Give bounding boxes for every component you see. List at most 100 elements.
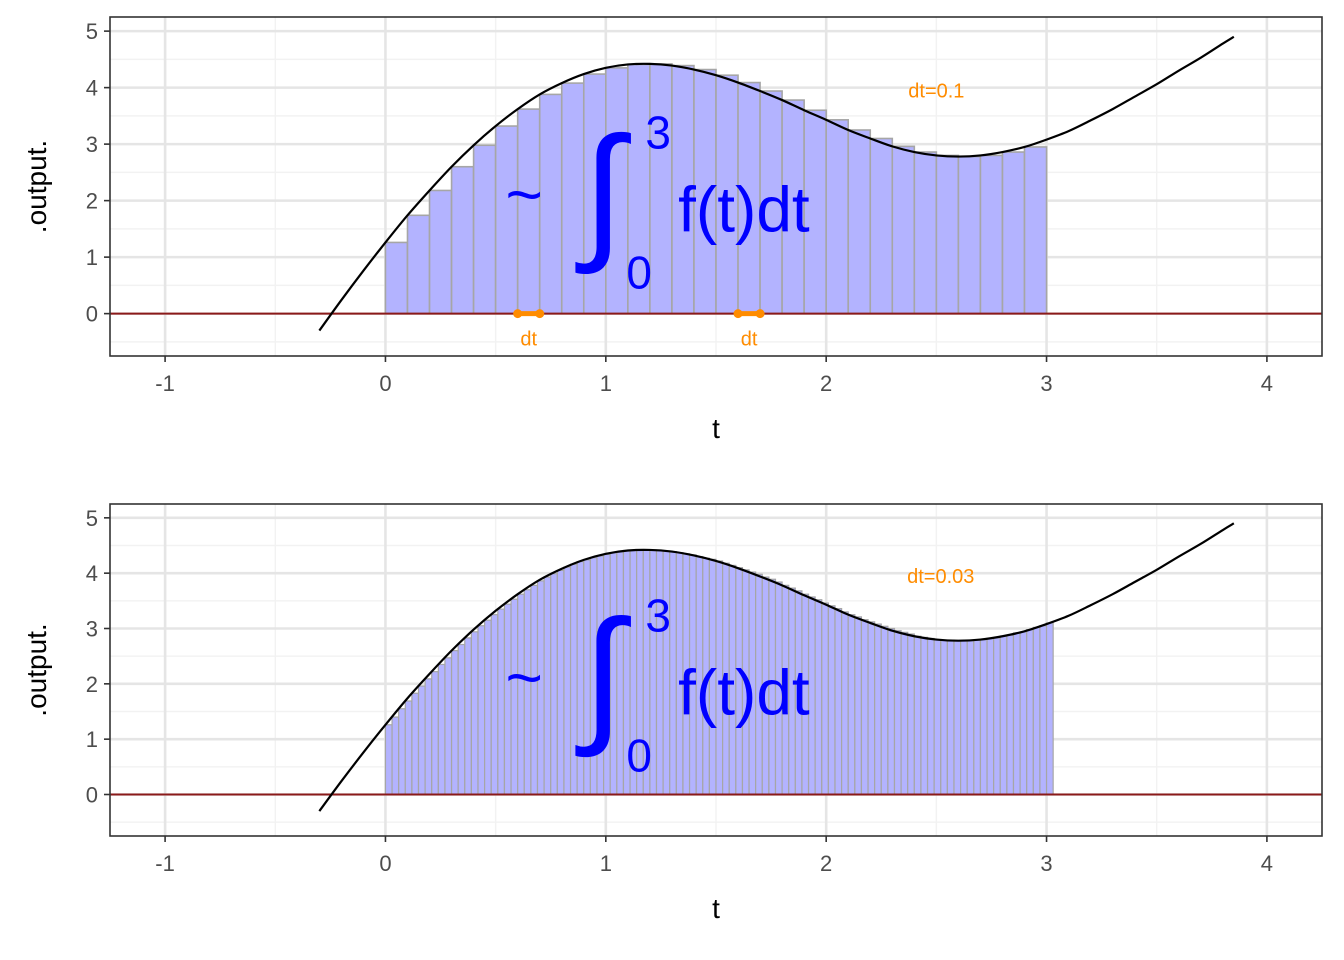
riemann-bar	[655, 549, 664, 796]
x-tick-label: 2	[820, 851, 832, 876]
x-tick-label: 2	[820, 371, 832, 396]
formula-upper-limit: 3	[645, 106, 671, 158]
y-tick-label: 0	[86, 783, 98, 808]
x-tick-label: -1	[155, 851, 175, 876]
riemann-bar	[411, 692, 420, 796]
formula-lower-limit: 0	[626, 246, 652, 298]
riemann-bar	[444, 657, 453, 796]
function-curve	[318, 35, 1235, 332]
riemann-bar	[847, 129, 872, 315]
riemann-bar	[920, 636, 929, 796]
riemann-bar	[417, 685, 426, 796]
riemann-bar	[669, 550, 677, 796]
riemann-bar	[946, 639, 955, 796]
dt-marker-label: dt	[741, 329, 758, 351]
riemann-bars	[384, 549, 1054, 796]
dt-marker-end	[755, 309, 765, 319]
riemann-bar	[1001, 151, 1026, 315]
riemann-bar	[880, 625, 889, 796]
function-curve	[318, 522, 1235, 812]
riemann-bar	[867, 621, 876, 796]
y-axis-title: .output.	[21, 623, 52, 716]
riemann-bar	[1006, 634, 1015, 796]
y-tick-label: 0	[86, 302, 98, 327]
y-tick-label: 4	[86, 76, 98, 101]
riemann-bar	[1019, 631, 1028, 796]
panel-border	[109, 503, 1323, 837]
riemann-bar	[834, 607, 843, 796]
riemann-bar	[821, 602, 829, 796]
riemann-bar	[999, 635, 1008, 796]
riemann-bar	[841, 611, 849, 796]
riemann-bar	[538, 93, 563, 315]
riemann-bar	[847, 614, 856, 796]
y-tick-label: 1	[86, 727, 98, 752]
riemann-bar	[913, 635, 922, 796]
riemann-bar	[986, 637, 995, 796]
riemann-bar	[450, 650, 459, 796]
x-tick-label: 1	[600, 371, 612, 396]
y-tick-label: 2	[86, 672, 98, 697]
riemann-bar	[472, 144, 497, 315]
x-tick-label: 0	[379, 371, 391, 396]
x-tick-label: 0	[379, 851, 391, 876]
riemann-bar	[973, 639, 982, 796]
y-tick-label: 3	[86, 132, 98, 157]
x-axis-title: t	[712, 893, 720, 924]
y-tick-label: 3	[86, 617, 98, 642]
riemann-bar	[957, 155, 982, 315]
riemann-bar	[933, 638, 942, 796]
riemann-bar	[1032, 626, 1041, 796]
dt-marker-start	[513, 309, 523, 319]
dt-marker-label: dt	[520, 329, 537, 351]
riemann-bar	[874, 623, 882, 796]
riemann-bar	[966, 640, 975, 796]
formula-integrand: f(t)dt	[678, 656, 810, 728]
riemann-bar	[953, 640, 962, 796]
riemann-bar	[893, 630, 902, 796]
x-tick-label: 3	[1040, 371, 1052, 396]
riemann-bar	[814, 599, 823, 796]
y-tick-label: 2	[86, 189, 98, 214]
riemann-bar	[649, 63, 673, 315]
formula-integral-sign: ∫	[575, 106, 632, 274]
riemann-bar	[384, 241, 409, 315]
riemann-bar	[935, 154, 960, 315]
riemann-bar	[450, 165, 475, 315]
riemann-bar	[1045, 622, 1054, 796]
dt-marker-start	[733, 309, 743, 319]
riemann-bar	[560, 82, 585, 315]
riemann-bar	[424, 678, 433, 796]
riemann-bar	[1012, 632, 1021, 796]
riemann-bar	[563, 566, 572, 796]
riemann-bar	[860, 619, 869, 796]
riemann-bar	[490, 614, 499, 796]
riemann-bar	[662, 550, 671, 796]
panel-border	[109, 16, 1323, 357]
riemann-bar	[556, 569, 565, 796]
riemann-bar	[543, 576, 552, 796]
riemann-bar	[960, 640, 968, 796]
formula-tilde: ~	[505, 158, 542, 230]
riemann-bar	[398, 708, 406, 796]
x-tick-label: 1	[600, 851, 612, 876]
riemann-bar	[404, 700, 413, 796]
riemann-bar	[428, 189, 453, 315]
riemann-bar	[406, 214, 431, 315]
riemann-bar	[825, 119, 850, 315]
x-tick-label: 4	[1261, 371, 1273, 396]
y-axis-title: .output.	[21, 140, 52, 233]
riemann-bar	[993, 637, 1001, 796]
riemann-bar	[907, 633, 915, 796]
riemann-bar	[940, 639, 948, 796]
x-tick-label: -1	[155, 371, 175, 396]
formula-lower-limit: 0	[626, 729, 652, 781]
riemann-bar	[391, 716, 400, 796]
riemann-bar	[1023, 146, 1048, 315]
riemann-bar	[477, 625, 486, 796]
riemann-bar	[869, 137, 894, 315]
